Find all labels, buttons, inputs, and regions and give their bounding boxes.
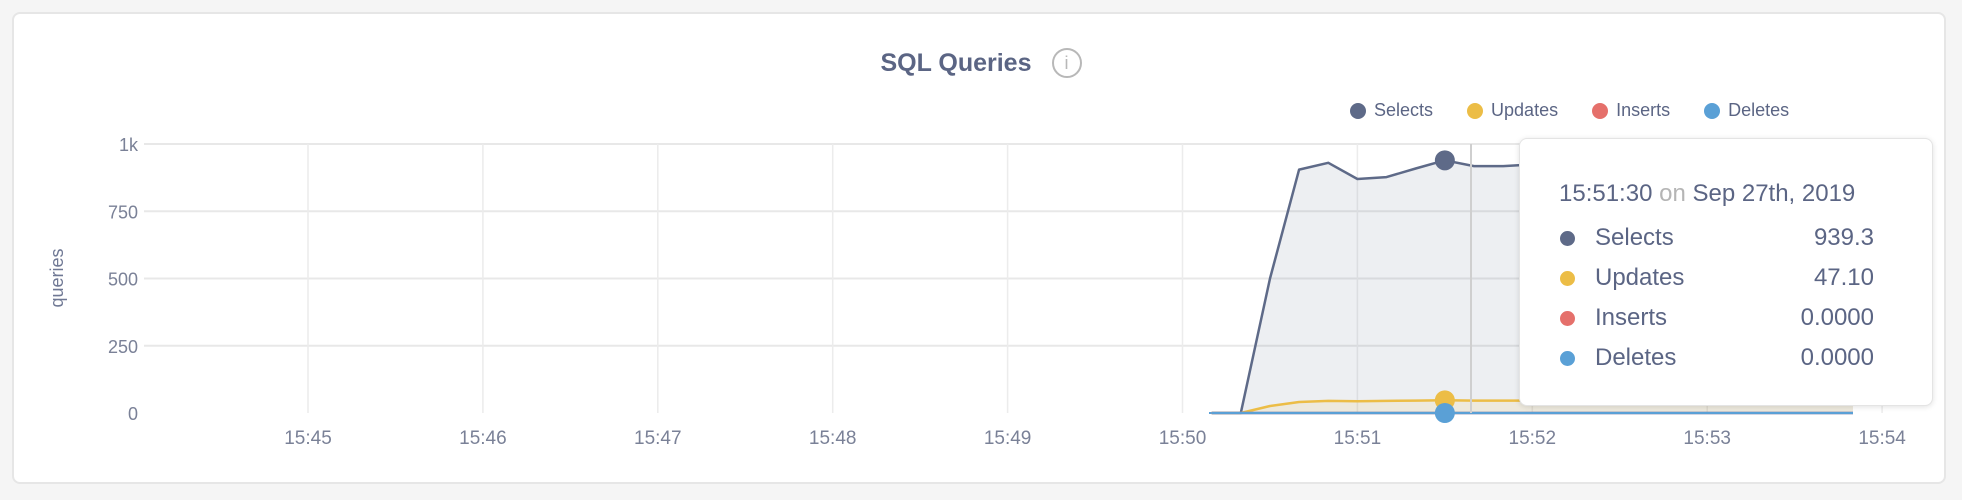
y-tick-label: 500 <box>108 270 138 290</box>
legend-dot-icon <box>1350 102 1366 119</box>
legend-item-selects[interactable]: Selects <box>1350 100 1433 121</box>
x-tick-label: 15:50 <box>1159 428 1207 449</box>
chart-title: SQL Queries i <box>0 48 1962 78</box>
hover-marker-deletes <box>1434 403 1455 423</box>
x-tick-label: 15:53 <box>1683 428 1731 449</box>
hover-tooltip: 15:51:30 on Sep 27th, 2019 Selects 939.3 … <box>1519 138 1933 406</box>
y-axis-label: queries <box>47 248 67 307</box>
x-tick-label: 15:46 <box>459 428 507 449</box>
tooltip-row-updates: Updates 47.10 <box>1560 263 1874 293</box>
series-dot-icon <box>1560 350 1575 366</box>
legend-dot-icon <box>1592 102 1609 119</box>
y-tick-label: 0 <box>128 404 138 424</box>
hover-marker-selects <box>1434 150 1455 171</box>
legend-item-inserts[interactable]: Inserts <box>1592 100 1670 121</box>
y-tick-label: 1k <box>119 135 139 155</box>
info-circle-icon[interactable]: i <box>1051 48 1082 78</box>
x-tick-label: 15:49 <box>984 428 1032 449</box>
tooltip-row-deletes: Deletes 0.0000 <box>1560 343 1874 373</box>
legend-dot-icon <box>1467 102 1484 119</box>
x-tick-label: 15:52 <box>1509 428 1557 449</box>
legend-dot-icon <box>1704 102 1721 119</box>
series-dot-icon <box>1560 310 1575 326</box>
y-tick-label: 250 <box>108 337 138 357</box>
x-tick-label: 15:54 <box>1858 428 1906 449</box>
series-dot-icon <box>1560 230 1575 246</box>
legend: Selects Updates Inserts Deletes <box>1350 100 1789 121</box>
legend-item-deletes[interactable]: Deletes <box>1704 100 1789 121</box>
x-tick-label: 15:47 <box>634 428 682 449</box>
tooltip-timestamp: 15:51:30 on Sep 27th, 2019 <box>1559 180 1856 207</box>
y-tick-label: 750 <box>108 202 138 222</box>
x-tick-label: 15:51 <box>1334 428 1382 449</box>
x-tick-label: 15:48 <box>809 428 857 449</box>
series-dot-icon <box>1560 270 1575 286</box>
x-tick-label: 15:45 <box>284 428 332 449</box>
chart-title-text: SQL Queries <box>880 49 1032 77</box>
tooltip-row-selects: Selects 939.3 <box>1560 223 1874 253</box>
tooltip-row-inserts: Inserts 0.0000 <box>1560 303 1874 333</box>
legend-item-updates[interactable]: Updates <box>1467 100 1558 121</box>
